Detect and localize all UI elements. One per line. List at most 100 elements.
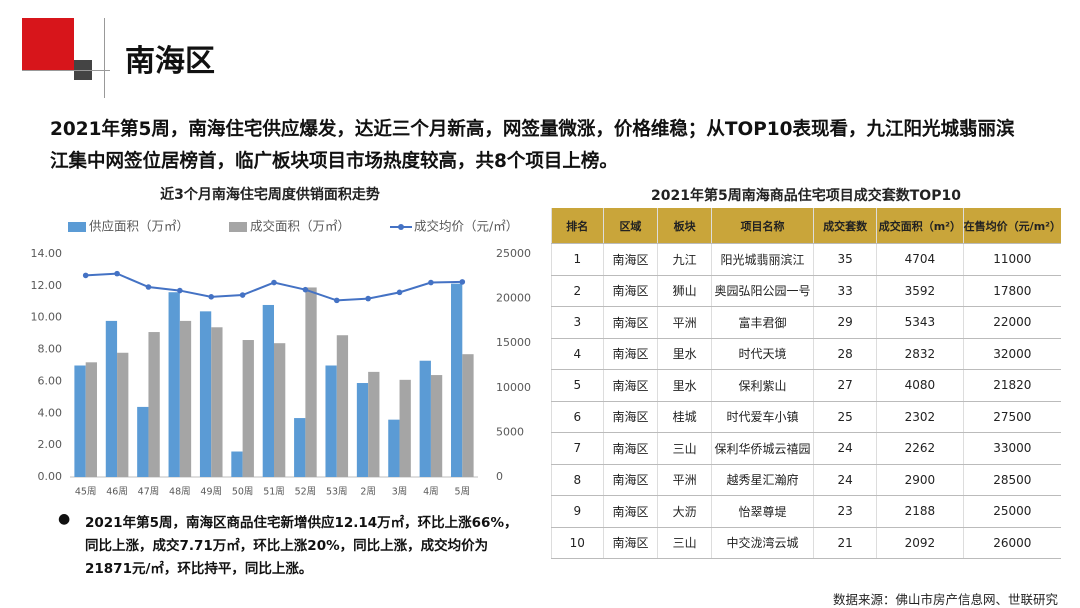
x-tick-label: 4周: [423, 487, 439, 498]
line-marker: [82, 272, 89, 279]
table-cell: 2262: [876, 432, 964, 465]
table-cell: 大沥: [657, 495, 712, 528]
logo-line: [104, 18, 105, 98]
y2-tick-label: 10000: [496, 381, 531, 394]
bar: [105, 320, 118, 477]
table-row: 4 南海区 里水 时代天境 28 2832 32000: [551, 338, 1061, 370]
table-row: 9 南海区 大沥 怡翠尊堤 23 2188 25000: [551, 495, 1061, 528]
bar: [462, 354, 474, 477]
table-cell: 平洲: [657, 306, 712, 339]
table-cell: 中交泷湾云城: [710, 527, 814, 559]
source: 数据来源：佛山市房产信息网、世联研究: [832, 592, 1058, 607]
line-marker: [177, 287, 183, 294]
table-cell: 24: [813, 432, 877, 465]
chart: 近3个月南海住宅周度供销面积走势 0.00 2.00 4.00 6.00 8.00 10.…: [31, 186, 532, 498]
x-tick-label: 49周: [200, 487, 222, 498]
table-cell: 南海区: [602, 401, 658, 433]
bar: [74, 365, 86, 477]
line-marker: [239, 292, 246, 298]
table-header-cell: 成交面积（m²）: [876, 208, 964, 244]
table-cell: 三山: [657, 432, 712, 465]
table-cell: 22000: [962, 306, 1061, 339]
x-tick-label: 2周: [360, 487, 376, 498]
x-tick-label: 5周: [455, 487, 471, 498]
x-tick-label: 45周: [75, 487, 97, 498]
legend-label: 成交均价（元/㎡）: [414, 219, 518, 234]
table-cell: 2302: [876, 401, 964, 433]
table-cell: 南海区: [602, 527, 658, 559]
table-cell: 35: [813, 243, 877, 276]
table-cell: 平洲: [657, 464, 712, 496]
table-cell: 7: [551, 432, 604, 465]
table-cell: 2092: [876, 527, 964, 559]
y2-tick-label: 25000: [496, 247, 531, 260]
y-tick-label: 2.00: [38, 438, 63, 451]
table-cell: 保利华侨城云禧园: [710, 432, 814, 465]
table-cell: 17800: [962, 275, 1061, 307]
table-cell: 26000: [962, 527, 1061, 559]
line-marker: [208, 294, 215, 300]
table-row: 10 南海区 三山 中交泷湾云城 21 2092 26000: [551, 527, 1061, 559]
table: 排名 区域 板块 项目名称 成交套数 成交面积（m²） 在售均价（元/m²） 1 南海区 九江 阳光…: [551, 208, 1061, 559]
table-cell: 三山: [657, 527, 712, 559]
table-cell: 南海区: [602, 495, 658, 528]
table-cell: 里水: [657, 369, 712, 402]
bar: [294, 418, 306, 477]
table-cell: 保利紫山: [710, 369, 814, 402]
table-cell: 南海区: [602, 369, 658, 402]
bar: [388, 419, 400, 477]
bar: [399, 379, 411, 477]
bar: [148, 332, 160, 477]
line-marker: [428, 279, 434, 286]
bar: [199, 311, 212, 477]
table-cell: 23: [813, 495, 877, 528]
table-cell: 25: [813, 401, 877, 433]
table-cell: 21: [813, 527, 877, 559]
table-cell: 南海区: [602, 306, 658, 339]
legend-swatch: [229, 222, 247, 232]
line-marker: [459, 279, 466, 285]
table-cell: 阳光城翡丽滨江: [710, 243, 814, 276]
table-cell: 桂城: [657, 401, 712, 433]
table-cell: 南海区: [602, 243, 658, 276]
y2-tick-label: 0: [496, 470, 503, 483]
table-cell: 2188: [876, 495, 964, 528]
bar: [179, 320, 192, 477]
table-row: 8 南海区 平洲 越秀星汇瀚府 24 2900 28500: [551, 464, 1061, 496]
table-cell: 南海区: [602, 432, 658, 465]
bar: [242, 340, 254, 477]
y2-tick-label: 15000: [496, 336, 531, 349]
bar: [168, 292, 180, 477]
table-cell: 怡翠尊堤: [710, 495, 814, 528]
line-marker: [114, 270, 120, 277]
y2-tick-label: 20000: [496, 292, 531, 305]
table-cell: 6: [551, 401, 604, 433]
table-cell: 南海区: [602, 275, 658, 307]
table-header-cell: 板块: [657, 208, 712, 244]
table-cell: 24: [813, 464, 877, 496]
bullet-text: 21871元/㎡，环比持平，同比上涨。: [85, 561, 313, 577]
x-tick-label: 52周: [295, 487, 317, 498]
line: [85, 272, 463, 302]
table-cell: 5: [551, 369, 604, 402]
x-tick-label: 47周: [138, 487, 160, 498]
table-row: 7 南海区 三山 保利华侨城云禧园 24 2262 33000: [551, 432, 1061, 465]
line-marker: [365, 295, 371, 302]
y-tick-label: 0.00: [38, 470, 63, 483]
bar: [211, 327, 223, 477]
table-cell: 时代天境: [710, 338, 814, 370]
bullet-text: 同比上涨，成交7.71万㎡，环比上涨20%，同比上涨，成交均价为: [85, 538, 489, 554]
table-cell: 5343: [876, 306, 964, 339]
table-cell: 2: [551, 275, 604, 307]
table-cell: 3: [551, 306, 604, 339]
table-cell: 28: [813, 338, 877, 370]
table-cell: 1: [551, 243, 604, 276]
table-cell: 9: [551, 495, 604, 528]
table-header-cell: 在售均价（元/m²）: [962, 208, 1061, 244]
page-title: 南海区: [125, 44, 215, 79]
table-cell: 4704: [876, 243, 964, 276]
y-tick-label: 6.00: [38, 374, 63, 387]
bar: [336, 335, 349, 477]
logo-red: [22, 18, 74, 70]
